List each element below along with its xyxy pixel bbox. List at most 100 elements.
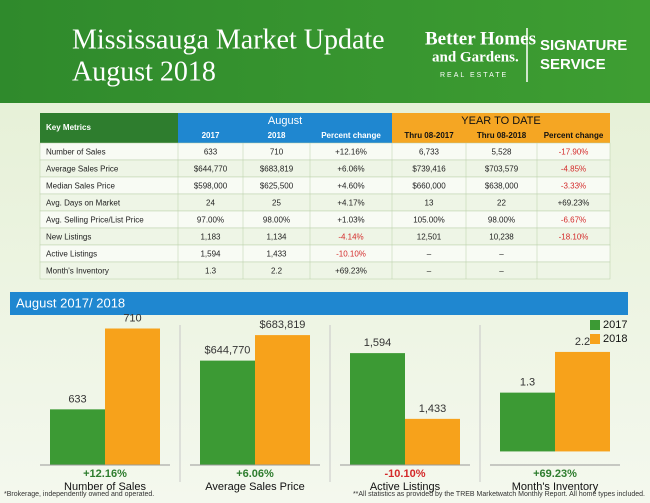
table-cell: –	[499, 267, 504, 276]
table-row	[39, 244, 611, 263]
row-label: Average Sales Price	[46, 165, 119, 174]
table-row	[39, 159, 611, 178]
table-cell: –	[427, 250, 432, 259]
table-cell: +69.23%	[335, 267, 367, 276]
table-cell: 98.00%	[263, 216, 290, 225]
value-label: 1.3	[520, 377, 535, 389]
column-header: 2017	[202, 131, 220, 140]
header-band	[0, 0, 650, 103]
table-cell: +1.03%	[337, 216, 364, 225]
value-label: 2.2	[575, 336, 590, 348]
change-label: -10.10%	[385, 468, 426, 480]
row-label: Avg. Selling Price/List Price	[46, 216, 144, 225]
table-cell: 1,134	[266, 233, 287, 242]
table-cell: $598,000	[194, 182, 228, 191]
header-cell	[40, 113, 178, 143]
table-cell: -3.33%	[561, 182, 586, 191]
table-cell: $683,819	[260, 165, 294, 174]
table-cell: 12,501	[417, 233, 442, 242]
row-label: Median Sales Price	[46, 182, 115, 191]
brand-line: and Gardens.	[432, 49, 519, 65]
table-cell: 1,594	[200, 250, 221, 259]
chart-title: Number of Sales	[64, 481, 146, 493]
table-cell: 13	[425, 199, 434, 208]
table-cell: 6,733	[419, 148, 440, 157]
table-cell: +6.06%	[337, 165, 364, 174]
row-label: Month's Inventory	[46, 267, 109, 276]
table-cell: –	[427, 267, 432, 276]
section-title: August 2017/ 2018	[16, 295, 125, 310]
table-cell: $638,000	[485, 182, 519, 191]
table-cell: -6.67%	[561, 216, 586, 225]
column-header: Thru 08-2018	[477, 131, 527, 140]
footer-right: **All statistics as provided by the TREB…	[353, 491, 645, 498]
table-cell: 25	[272, 199, 281, 208]
chart-title: Average Sales Price	[205, 481, 304, 493]
table-cell: 24	[206, 199, 215, 208]
value-label: 633	[68, 393, 86, 405]
table-cell: -10.10%	[336, 250, 366, 259]
table-cell: $660,000	[412, 182, 446, 191]
bar	[350, 353, 405, 465]
table-cell: -4.14%	[338, 233, 363, 242]
row-label: Active Listings	[46, 250, 97, 259]
table-cell: $739,416	[412, 165, 446, 174]
tagline-line: SIGNATURE	[540, 37, 627, 54]
table-cell: +12.16%	[335, 148, 367, 157]
table-row	[39, 261, 611, 280]
table-cell: 2.2	[271, 267, 283, 276]
legend-swatch	[590, 334, 600, 344]
value-label: $644,770	[205, 345, 251, 357]
table-row	[39, 176, 611, 195]
bar	[50, 409, 105, 465]
table-cell: -17.90%	[559, 148, 589, 157]
table-cell: 97.00%	[197, 216, 224, 225]
table-cell: 633	[204, 148, 218, 157]
table-cell: 22	[497, 199, 506, 208]
bar	[255, 335, 310, 465]
table-row	[39, 142, 611, 161]
column-header: Percent change	[544, 131, 604, 140]
table-cell: 98.00%	[488, 216, 515, 225]
table-cell: $703,579	[485, 165, 519, 174]
table-cell: $644,770	[194, 165, 228, 174]
table-cell: -4.85%	[561, 165, 586, 174]
table-cell: 1,183	[200, 233, 221, 242]
column-header: Percent change	[321, 131, 381, 140]
tagline-line: SERVICE	[540, 56, 606, 73]
table-cell: $625,500	[260, 182, 294, 191]
table-row	[39, 227, 611, 246]
row-label: New Listings	[46, 233, 91, 242]
title-line: Mississauga Market Update	[72, 24, 385, 55]
chart-title: Month's Inventory	[512, 481, 599, 493]
table-cell: +69.23%	[558, 199, 590, 208]
table-cell: 1.3	[205, 267, 217, 276]
brand-line: REAL ESTATE	[440, 72, 508, 79]
table-cell: +4.60%	[337, 182, 364, 191]
bar	[200, 360, 255, 465]
value-label: 1,433	[419, 403, 447, 415]
legend-swatch	[590, 320, 600, 330]
bar	[555, 351, 610, 452]
legend-label: 2018	[603, 333, 627, 345]
header-text: August	[268, 115, 302, 127]
change-label: +6.06%	[236, 468, 274, 480]
row-label: Avg. Days on Market	[46, 199, 121, 208]
value-label: 710	[123, 312, 141, 324]
change-label: +69.23%	[533, 468, 577, 480]
footer-left: *Brokerage, independently owned and oper…	[4, 491, 154, 498]
column-header: Thru 08-2017	[404, 131, 454, 140]
title-line: August 2018	[72, 56, 216, 87]
header-text: YEAR TO DATE	[461, 115, 540, 127]
brand-line: Better Homes	[425, 28, 536, 49]
row-label: Number of Sales	[46, 148, 106, 157]
header-cell	[178, 113, 392, 143]
table-cell: -18.10%	[559, 233, 589, 242]
chart-title: Active Listings	[370, 481, 441, 493]
legend-label: 2017	[603, 319, 627, 331]
table-cell: 1,433	[266, 250, 287, 259]
value-label: 1,594	[364, 337, 392, 349]
bar	[105, 328, 160, 465]
column-header: 2018	[268, 131, 286, 140]
